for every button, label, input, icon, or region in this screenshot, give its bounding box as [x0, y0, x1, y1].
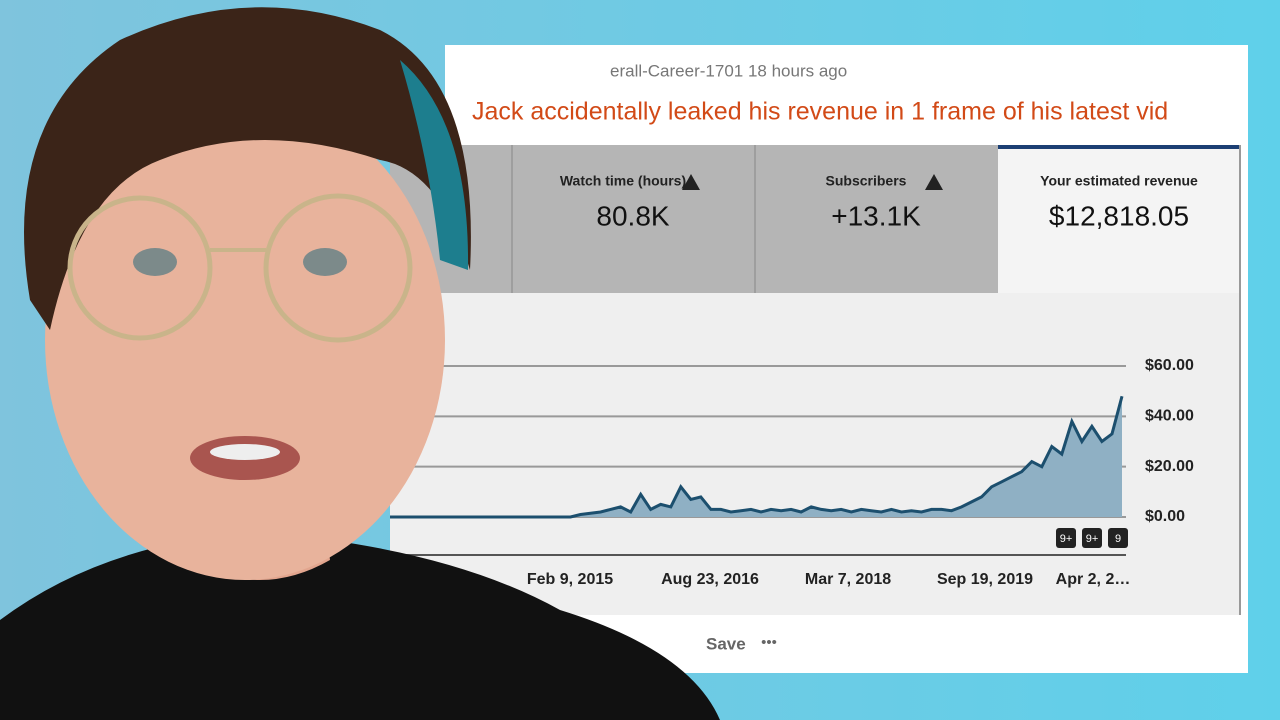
metric-value: $12,818.05 — [1049, 200, 1189, 231]
save-button[interactable]: Save — [706, 634, 746, 653]
more-button[interactable]: ••• — [761, 634, 777, 651]
active-card — [998, 145, 1240, 293]
face — [45, 100, 445, 580]
y-tick-label: $20.00 — [1145, 458, 1194, 475]
area — [390, 396, 1122, 517]
x-tick-label: Apr 2, 2… — [1056, 571, 1131, 588]
badge-label: 9+ — [1086, 533, 1099, 545]
hair — [24, 7, 471, 330]
y-tick-label: $40.00 — [1145, 408, 1194, 425]
warning-icon — [682, 174, 700, 190]
metric-value: +13.1K — [831, 200, 921, 231]
x-tick-label: Aug 23, 2016 — [661, 571, 759, 588]
glasses-lens — [67, 195, 213, 341]
shirt — [0, 540, 720, 720]
eye — [133, 248, 177, 276]
y-tick-label: $60.00 — [1145, 357, 1194, 374]
badge-label: 9+ — [1060, 533, 1073, 545]
line — [390, 395, 1124, 519]
presenter — [0, 7, 720, 720]
post-meta: erall-Career-1701 18 hours ago — [610, 61, 847, 80]
badge-label: 9 — [1115, 533, 1121, 545]
metric-label: Subscribers — [826, 173, 907, 189]
glasses-lens — [263, 193, 413, 343]
x-tick-label: Feb 9, 2015 — [527, 571, 613, 588]
post-title[interactable]: Jack accidentally leaked his revenue in … — [472, 98, 1168, 126]
metric-value: 80.8K — [596, 200, 669, 231]
badge — [1108, 528, 1128, 548]
metric-label: Your estimated revenue — [1040, 173, 1198, 189]
badge — [1056, 528, 1076, 548]
active-bar — [998, 145, 1240, 149]
hair-dye — [400, 60, 469, 270]
warning-icon — [925, 174, 943, 190]
eye — [303, 248, 347, 276]
y-tick-label: $0.00 — [1145, 508, 1185, 525]
teeth — [210, 444, 280, 460]
badge — [1082, 528, 1102, 548]
x-tick-label: Sep 19, 2019 — [937, 571, 1033, 588]
x-tick-label: Mar 7, 2018 — [805, 571, 891, 588]
metric-label: Watch time (hours) — [560, 173, 686, 189]
